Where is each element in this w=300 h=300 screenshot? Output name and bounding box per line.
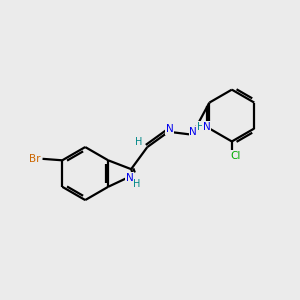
Text: H: H	[197, 122, 205, 132]
Text: H: H	[133, 179, 140, 189]
Text: N: N	[189, 127, 197, 137]
Text: N: N	[166, 124, 174, 134]
Text: H: H	[135, 137, 143, 147]
Text: N: N	[126, 173, 134, 183]
Text: N: N	[202, 122, 210, 132]
Text: Cl: Cl	[230, 151, 241, 161]
Text: Br: Br	[29, 154, 40, 164]
